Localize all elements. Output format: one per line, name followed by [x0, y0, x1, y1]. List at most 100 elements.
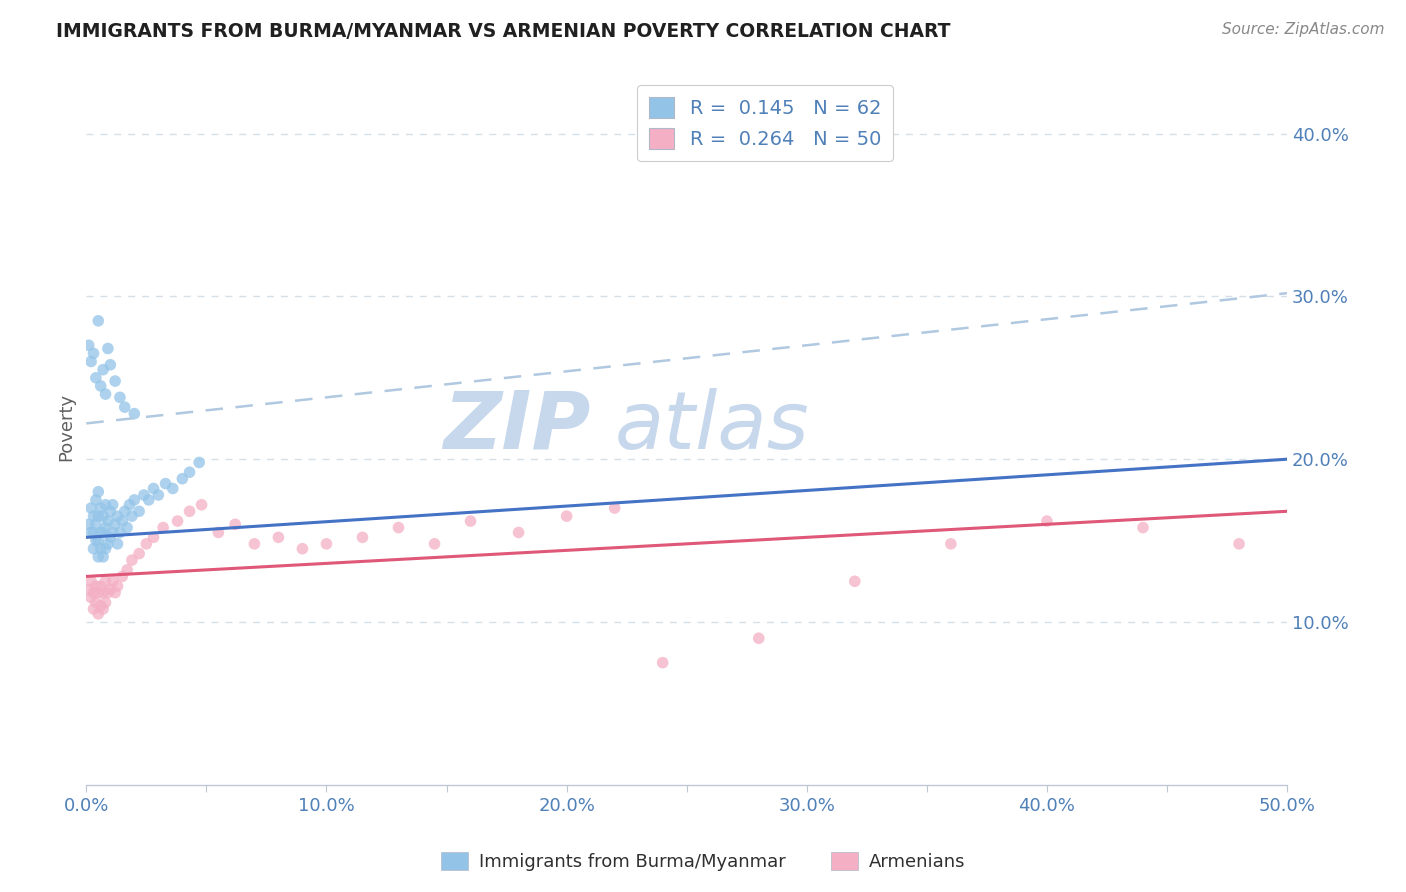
Point [98, 582, 121, 597]
Point [87, 607, 110, 621]
Point [94, 520, 117, 534]
Point [748, 632, 770, 646]
Legend: R =  0.145   N = 62, R =  0.264   N = 50: R = 0.145 N = 62, R = 0.264 N = 50 [637, 86, 893, 161]
Point [91, 509, 114, 524]
Point [135, 537, 157, 551]
Point [107, 509, 129, 524]
Point [84, 371, 107, 385]
Point [91, 549, 114, 564]
Point [80, 354, 103, 368]
Point [114, 504, 136, 518]
Point [118, 498, 141, 512]
Point [84, 579, 107, 593]
Point [142, 530, 165, 544]
Point [315, 537, 337, 551]
Point [224, 517, 246, 532]
Point [179, 465, 201, 479]
Point [142, 482, 165, 496]
Point [939, 537, 962, 551]
Point [91, 362, 114, 376]
Point [267, 530, 290, 544]
Point [108, 390, 131, 404]
Point [90, 501, 112, 516]
Point [104, 585, 127, 599]
Point [91, 585, 114, 599]
Point [97, 514, 120, 528]
Point [82, 525, 104, 540]
Point [80, 591, 103, 605]
Point [87, 484, 110, 499]
Point [115, 520, 138, 534]
Point [84, 595, 107, 609]
Point [1036, 514, 1059, 528]
Point [115, 563, 138, 577]
Point [87, 549, 110, 564]
Point [179, 504, 201, 518]
Point [844, 574, 866, 589]
Point [84, 517, 107, 532]
Point [84, 492, 107, 507]
Text: ZIP: ZIP [443, 388, 591, 466]
Point [101, 574, 124, 589]
Point [190, 498, 212, 512]
Point [291, 541, 314, 556]
Point [82, 346, 104, 360]
Point [124, 492, 146, 507]
Point [121, 509, 143, 524]
Point [162, 482, 184, 496]
Y-axis label: Poverty: Poverty [58, 392, 75, 460]
Point [1132, 520, 1154, 534]
Point [80, 501, 103, 516]
Point [460, 514, 482, 528]
Point [111, 514, 134, 528]
Point [148, 488, 170, 502]
Point [84, 533, 107, 548]
Point [90, 599, 112, 613]
Point [77, 517, 100, 532]
Point [82, 585, 104, 599]
Point [87, 509, 110, 524]
Point [90, 541, 112, 556]
Text: Source: ZipAtlas.com: Source: ZipAtlas.com [1222, 22, 1385, 37]
Point [91, 602, 114, 616]
Point [82, 602, 104, 616]
Text: IMMIGRANTS FROM BURMA/MYANMAR VS ARMENIAN POVERTY CORRELATION CHART: IMMIGRANTS FROM BURMA/MYANMAR VS ARMENIA… [56, 22, 950, 41]
Point [387, 520, 409, 534]
Point [91, 525, 114, 540]
Point [97, 585, 120, 599]
Point [82, 509, 104, 524]
Point [87, 533, 110, 548]
Legend: Immigrants from Burma/Myanmar, Armenians: Immigrants from Burma/Myanmar, Armenians [433, 845, 973, 879]
Point [94, 541, 117, 556]
Point [90, 525, 112, 540]
Point [172, 472, 194, 486]
Point [138, 492, 160, 507]
Point [80, 525, 103, 540]
Point [101, 525, 124, 540]
Point [87, 585, 110, 599]
Point [603, 501, 626, 516]
Text: atlas: atlas [614, 388, 810, 466]
Point [124, 407, 146, 421]
Point [508, 525, 530, 540]
Point [132, 488, 155, 502]
Point [97, 342, 120, 356]
Point [82, 541, 104, 556]
Point [98, 504, 121, 518]
Point [98, 358, 121, 372]
Point [97, 537, 120, 551]
Point [94, 574, 117, 589]
Point [94, 387, 117, 401]
Point [121, 553, 143, 567]
Point [98, 530, 121, 544]
Point [114, 400, 136, 414]
Point [423, 537, 446, 551]
Point [243, 537, 266, 551]
Point [77, 582, 100, 597]
Point [108, 525, 131, 540]
Point [555, 509, 578, 524]
Point [651, 656, 673, 670]
Point [90, 379, 112, 393]
Point [80, 574, 103, 589]
Point [152, 520, 174, 534]
